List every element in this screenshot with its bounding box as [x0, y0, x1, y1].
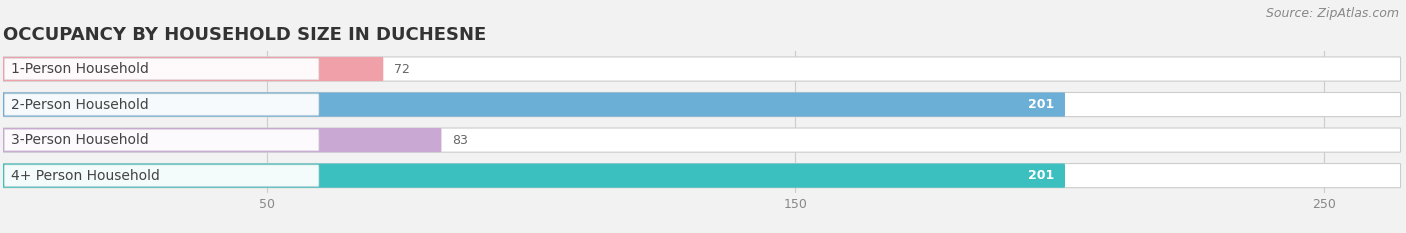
FancyBboxPatch shape [3, 93, 1400, 117]
Text: OCCUPANCY BY HOUSEHOLD SIZE IN DUCHESNE: OCCUPANCY BY HOUSEHOLD SIZE IN DUCHESNE [3, 26, 486, 44]
FancyBboxPatch shape [4, 130, 319, 151]
FancyBboxPatch shape [3, 128, 1400, 152]
Text: Source: ZipAtlas.com: Source: ZipAtlas.com [1265, 7, 1399, 20]
FancyBboxPatch shape [4, 165, 319, 186]
Text: 1-Person Household: 1-Person Household [11, 62, 149, 76]
FancyBboxPatch shape [3, 164, 1064, 188]
FancyBboxPatch shape [4, 94, 319, 115]
FancyBboxPatch shape [3, 164, 1400, 188]
FancyBboxPatch shape [3, 57, 384, 81]
Text: 83: 83 [451, 134, 468, 147]
Text: 2-Person Household: 2-Person Household [11, 98, 149, 112]
FancyBboxPatch shape [4, 58, 319, 80]
FancyBboxPatch shape [3, 93, 1064, 117]
Text: 201: 201 [1028, 98, 1054, 111]
FancyBboxPatch shape [3, 57, 1400, 81]
Text: 4+ Person Household: 4+ Person Household [11, 169, 160, 183]
Text: 72: 72 [394, 62, 409, 75]
FancyBboxPatch shape [3, 128, 441, 152]
Text: 3-Person Household: 3-Person Household [11, 133, 149, 147]
Text: 201: 201 [1028, 169, 1054, 182]
